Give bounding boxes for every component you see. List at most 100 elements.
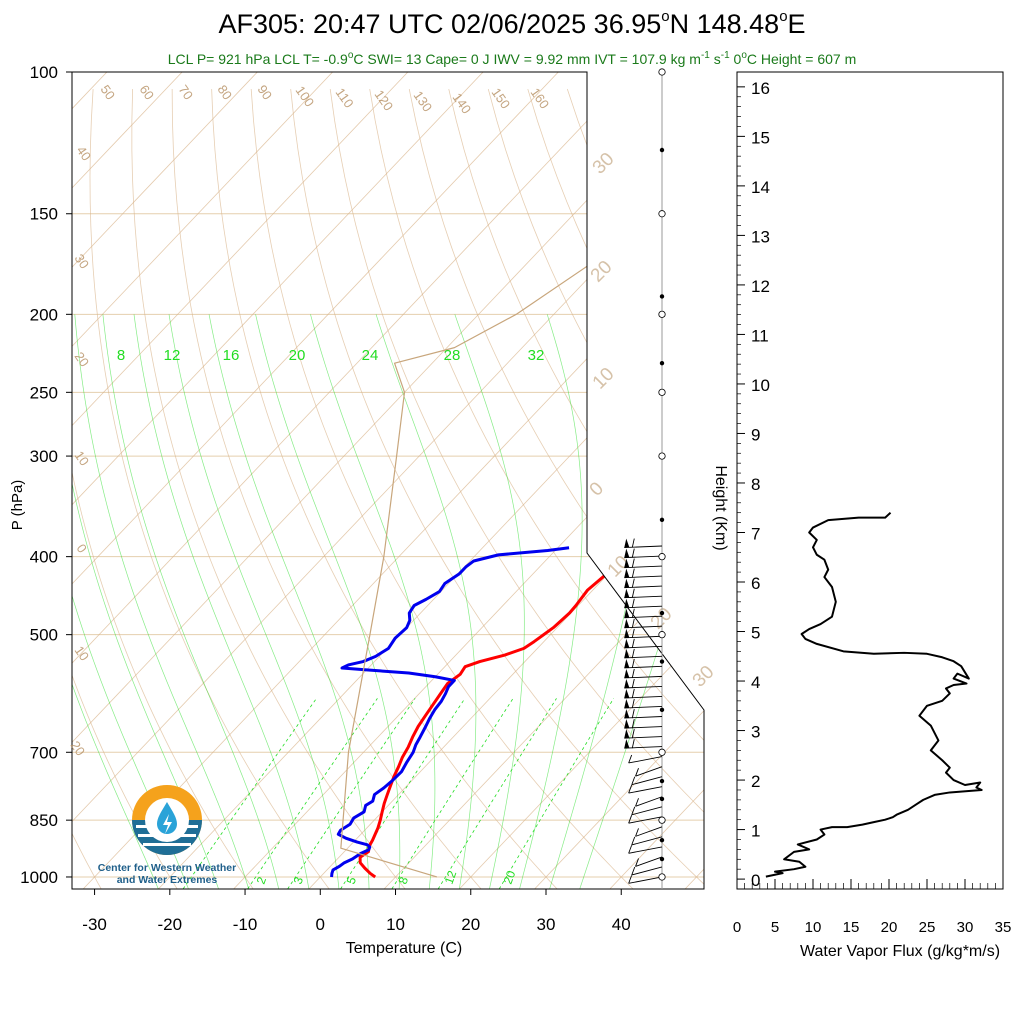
wind-barbs — [624, 68, 666, 889]
wind-dot — [659, 796, 665, 802]
dry-adiabat-label: 110 — [333, 85, 357, 111]
y-tick-label: 250 — [30, 383, 58, 402]
mixing-ratio-line — [498, 698, 615, 889]
wind-barb-shaft — [624, 695, 663, 699]
isotherm-line — [82, 72, 704, 889]
wind-barb-pennant — [624, 608, 630, 618]
wind-barb-shaft — [624, 746, 663, 749]
wvf-x-tick-label: 35 — [995, 919, 1012, 936]
dry-adiabat-line — [725, 89, 1024, 889]
wind-barb-shaft — [628, 846, 663, 854]
dry-adiabat-line — [765, 89, 1024, 889]
x-tick-label: -20 — [158, 915, 183, 934]
wind-barb-flag — [631, 568, 635, 578]
isotherm-line — [72, 72, 634, 889]
x-tick-label: 20 — [461, 915, 480, 934]
wind-barb-flag — [631, 776, 636, 785]
wind-barb-flag — [631, 538, 635, 548]
dry-adiabat-line — [131, 89, 406, 889]
dry-adiabat-line — [645, 88, 704, 889]
wind-barb-shaft — [624, 736, 663, 739]
wvf-y-tick-label: 2 — [751, 772, 760, 791]
wind-barb-pennant — [624, 548, 630, 558]
wvf-y-tick-label: 15 — [751, 128, 770, 147]
wvf-x-tick-label: 15 — [843, 919, 860, 936]
wind-barb-shaft — [624, 615, 663, 619]
dry-adiabat-line — [369, 88, 704, 889]
isotherm-line — [459, 72, 704, 889]
wvf-y-tick-label: 10 — [751, 376, 770, 395]
isotherm-line — [684, 72, 704, 889]
wind-barb-pennant — [624, 628, 630, 638]
moist-adiabat-line — [133, 314, 310, 889]
wind-dot — [659, 856, 665, 862]
wind-barb-pennant — [624, 658, 630, 668]
logo-text-line1: Center for Western Weather — [97, 862, 237, 874]
wvf-x-tick-label: 5 — [771, 919, 779, 936]
isotherm-line — [72, 72, 258, 889]
wind-barb-shaft — [628, 786, 663, 794]
isotherm-left-label: 10 — [72, 643, 93, 663]
wvf-y-tick-label: 5 — [751, 624, 760, 643]
wvf-y-tick-label: 4 — [751, 673, 760, 692]
wvf-y-tick-label: 0 — [751, 871, 760, 890]
wind-barb-flag — [628, 815, 633, 824]
wind-barb-shaft — [628, 876, 663, 884]
mixing-ratio-label: 2 — [254, 875, 270, 886]
wind-barb-shaft — [635, 826, 663, 837]
calm-wind-circle — [658, 553, 666, 561]
y-tick-label: 300 — [30, 447, 58, 466]
wind-barb-flag — [631, 638, 635, 648]
wind-dot — [659, 517, 665, 523]
x-tick-label: 40 — [612, 915, 631, 934]
wind-barb-pennant — [624, 538, 630, 548]
mixing-ratio-line — [247, 698, 378, 889]
wvf-y-tick-label: 8 — [751, 475, 760, 494]
thermodynamic-background — [72, 72, 1024, 889]
wind-barb-pennant — [624, 568, 630, 578]
wind-barb-flag — [631, 719, 635, 729]
dry-adiabat-line — [408, 88, 704, 889]
dry-adiabat-label: 120 — [372, 87, 397, 113]
isotherm-line — [609, 72, 704, 889]
calm-wind-circle — [658, 68, 666, 76]
moist-adiabat-line — [519, 314, 583, 889]
dry-adiabat-line — [72, 89, 254, 889]
y-tick-label: 200 — [30, 305, 58, 324]
x-tick-label: 0 — [316, 915, 325, 934]
wind-barb-pennant — [624, 638, 630, 648]
wind-barb-flag — [631, 698, 635, 709]
dewpoint-line — [330, 546, 570, 878]
wvf-y-tick-label: 7 — [751, 524, 760, 543]
wind-dot — [659, 147, 665, 153]
wind-dot — [659, 778, 665, 784]
wind-barb-shaft — [624, 706, 663, 709]
wind-barb-pennant — [624, 578, 630, 588]
wind-barb-shaft — [631, 806, 663, 816]
wind-barb-flag — [628, 784, 633, 794]
moist-adiabat-line — [168, 314, 340, 889]
saturation-mixing-ratio-label: 32 — [528, 347, 545, 364]
saturation-mixing-ratio-label: 16 — [223, 347, 240, 364]
dry-adiabat-label: 150 — [489, 85, 514, 111]
mixing-ratio-line — [340, 698, 466, 889]
isotherm-left-label: 20 — [68, 738, 89, 758]
temperature-line — [358, 545, 623, 879]
calm-wind-circle — [658, 210, 666, 218]
wind-dot — [659, 659, 665, 664]
dry-adiabat-line — [606, 88, 704, 889]
calm-wind-circle — [658, 748, 666, 756]
wind-barb-flag — [631, 628, 635, 638]
wind-barb-flag — [631, 598, 635, 608]
wind-barb-shaft — [624, 716, 663, 719]
dry-adiabat-line — [329, 89, 704, 889]
wind-barb-flag — [631, 658, 635, 669]
isotherm-left-label: 0 — [74, 541, 90, 556]
wvf-y-tick-label: 11 — [751, 326, 769, 345]
sounding-profiles — [330, 72, 704, 879]
saturation-mixing-ratio-label: 20 — [289, 347, 306, 364]
wind-barb-flag — [631, 836, 636, 846]
isotherm-left-label: 20 — [72, 349, 93, 369]
moist-adiabat-line — [102, 314, 280, 889]
